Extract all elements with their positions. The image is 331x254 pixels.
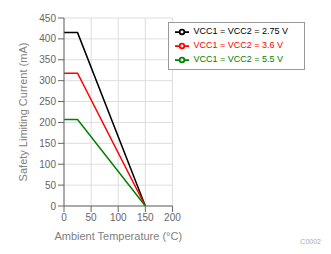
svg-text:50: 50 [86, 212, 98, 223]
svg-text:50: 50 [45, 180, 57, 191]
svg-text:300: 300 [39, 75, 56, 86]
svg-text:0: 0 [61, 212, 67, 223]
html-text:VCC1 = VCC2 = 5.5 V: VCC1 = VCC2 = 5.5 V [193, 54, 283, 65]
svg-text:150: 150 [137, 212, 154, 223]
svg-text:150: 150 [39, 138, 56, 149]
svg-text:Safety Limiting Current (mA): Safety Limiting Current (mA) [17, 43, 29, 182]
svg-text:Ambient Temperature (°C): Ambient Temperature (°C) [54, 230, 182, 242]
html-text:C0002: C0002 [300, 238, 321, 245]
svg-text:200: 200 [39, 117, 56, 128]
svg-text:200: 200 [164, 212, 181, 223]
html-text:VCC1 = VCC2 = 2.75 V: VCC1 = VCC2 = 2.75 V [193, 26, 288, 37]
svg-text:100: 100 [39, 159, 56, 170]
svg-text:400: 400 [39, 33, 56, 44]
svg-text:0: 0 [50, 201, 56, 212]
html-text:VCC1 = VCC2 = 3.6 V: VCC1 = VCC2 = 3.6 V [193, 40, 283, 51]
svg-text:100: 100 [110, 212, 127, 223]
svg-text:250: 250 [39, 96, 56, 107]
svg-text:450: 450 [39, 13, 56, 24]
svg-text:350: 350 [39, 54, 56, 65]
